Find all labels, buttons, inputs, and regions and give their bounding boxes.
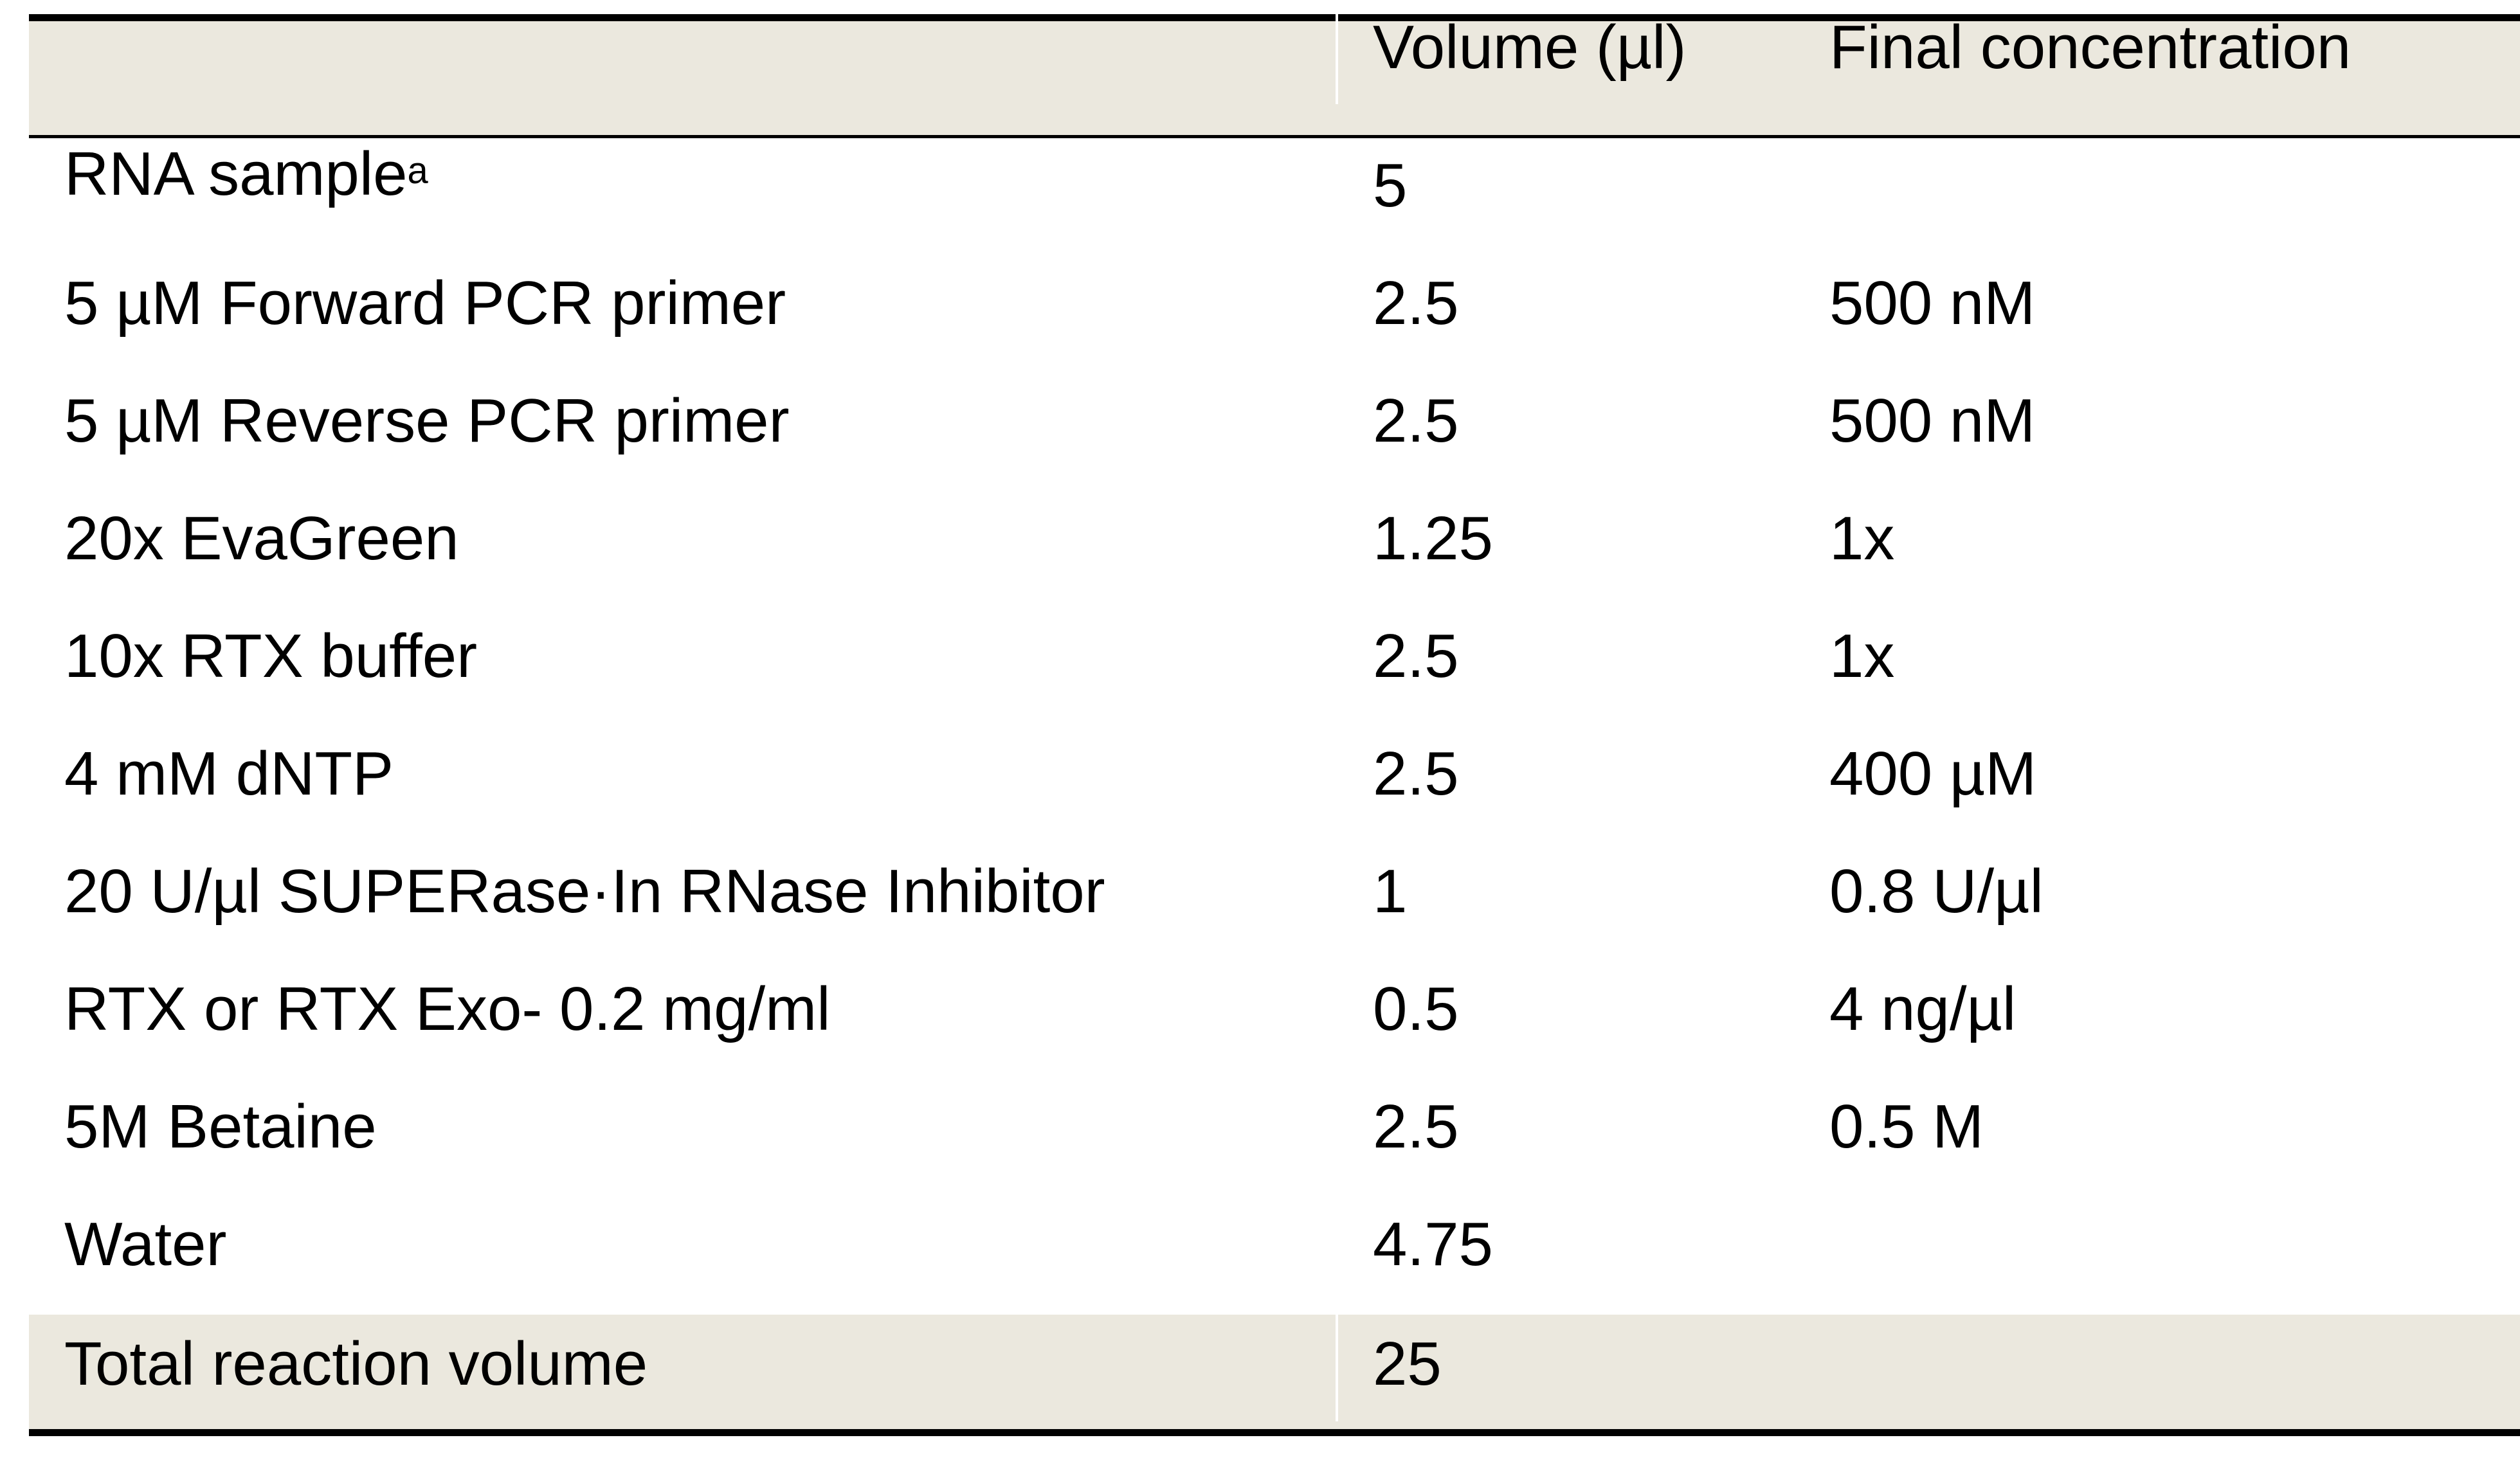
total-final — [1818, 1307, 2520, 1421]
header-final-concentration: Final concentration — [1829, 12, 2352, 82]
table-row: Water 4.75 — [29, 1197, 2520, 1315]
component-cell: 10x RTX buffer — [64, 621, 478, 690]
component-cell: 5 µM Forward PCR primer — [64, 268, 786, 338]
table-row: 10x RTX buffer 2.5 1x — [29, 609, 2520, 726]
component-cell: RTX or RTX Exo- 0.2 mg/ml — [64, 974, 831, 1043]
final-cell: 0.8 U/µl — [1829, 856, 2044, 926]
top-rule — [29, 14, 2520, 21]
component-cell: 5M Betaine — [64, 1092, 377, 1161]
volume-cell: 1 — [1336, 844, 1818, 962]
component-cell: 20 U/µl SUPERase·In RNase Inhibitor — [64, 856, 1105, 926]
component-cell: 20x EvaGreen — [64, 503, 459, 573]
volume-cell: 2.5 — [1336, 609, 1818, 726]
header-row: Volume (µl) Final concentration — [29, 0, 2520, 135]
table-row: 20 U/µl SUPERase·In RNase Inhibitor 1 0.… — [29, 844, 2520, 962]
volume-cell: 0.5 — [1336, 962, 1818, 1079]
header-component — [29, 0, 1336, 104]
final-cell: 1x — [1829, 621, 1895, 690]
final-cell: 0.5 M — [1829, 1092, 1984, 1161]
volume-cell: 2.5 — [1336, 726, 1818, 844]
final-cell — [1818, 1197, 2520, 1315]
table-row: RTX or RTX Exo- 0.2 mg/ml 0.5 4 ng/µl — [29, 962, 2520, 1079]
final-cell: 500 nM — [1829, 386, 2036, 455]
footnote-marker: a — [407, 149, 428, 192]
volume-cell: 5 — [1336, 138, 1818, 256]
volume-cell: 2.5 — [1336, 1079, 1818, 1197]
table-row: 5M Betaine 2.5 0.5 M — [29, 1079, 2520, 1197]
final-cell: 400 µM — [1829, 739, 2037, 808]
component-cell: Water — [64, 1209, 227, 1279]
reaction-table: Volume (µl) Final concentration RNA samp… — [29, 0, 2520, 1436]
final-cell: 1x — [1829, 503, 1895, 573]
table-row: 5 µM Reverse PCR primer 2.5 500 nM — [29, 374, 2520, 491]
table-row: RNA samplea 5 — [29, 138, 2520, 256]
total-volume: 25 — [1336, 1307, 1818, 1421]
bottom-rule — [29, 1429, 2520, 1436]
component-cell: 4 mM dNTP — [64, 739, 394, 808]
table-row: 4 mM dNTP 2.5 400 µM — [29, 726, 2520, 844]
total-label: Total reaction volume — [64, 1329, 648, 1398]
table-row: 5 µM Forward PCR primer 2.5 500 nM — [29, 256, 2520, 374]
header-volume: Volume (µl) — [1336, 0, 1818, 104]
volume-cell: 4.75 — [1336, 1197, 1818, 1315]
header-rule — [29, 135, 2520, 138]
final-cell: 4 ng/µl — [1829, 974, 2017, 1043]
total-row: Total reaction volume 25 — [29, 1307, 2520, 1429]
component-cell: 5 µM Reverse PCR primer — [64, 386, 790, 455]
volume-cell: 2.5 — [1336, 256, 1818, 374]
component-cell: RNA samplea — [64, 139, 428, 208]
volume-cell: 2.5 — [1336, 374, 1818, 491]
final-cell — [1818, 138, 2520, 256]
final-cell: 500 nM — [1829, 268, 2036, 338]
volume-cell: 1.25 — [1336, 491, 1818, 609]
table-row: 20x EvaGreen 1.25 1x — [29, 491, 2520, 609]
